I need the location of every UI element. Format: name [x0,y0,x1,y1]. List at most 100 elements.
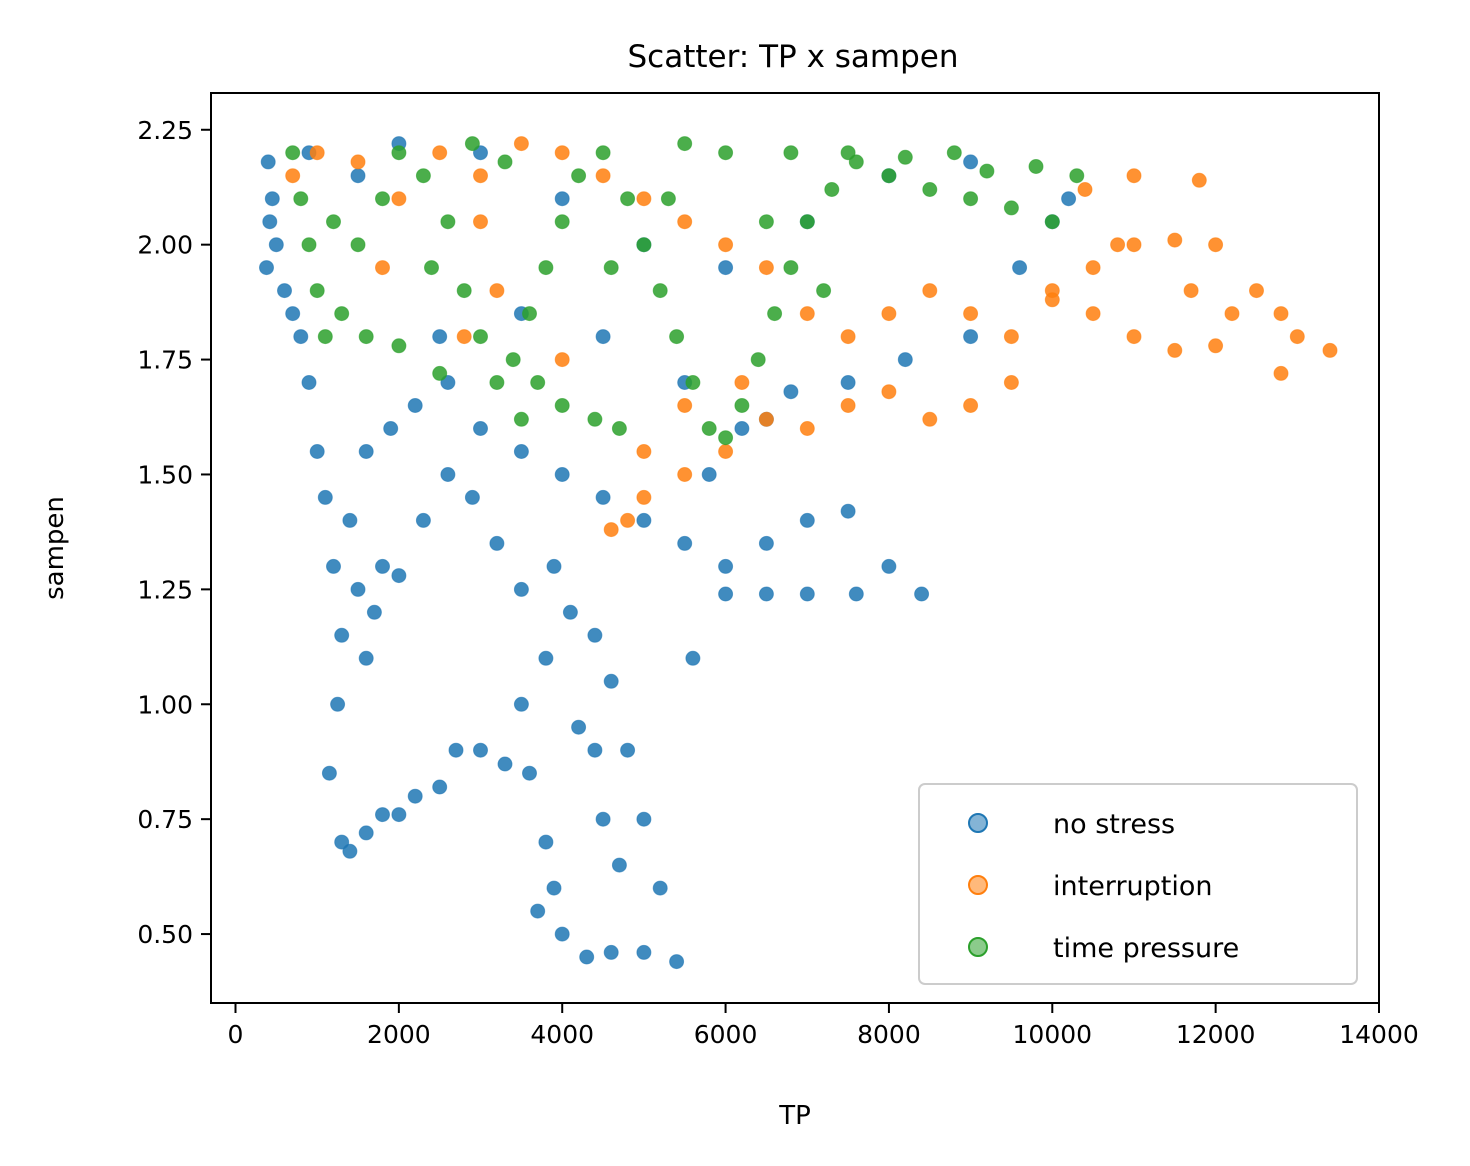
scatter-point [391,807,407,823]
scatter-point [669,954,685,970]
scatter-point [595,489,611,505]
scatter-point [1044,292,1060,308]
scatter-point [546,880,562,896]
scatter-point [268,237,284,253]
scatter-point [718,145,734,161]
scatter-point [1069,168,1085,184]
scatter-point [799,214,815,230]
scatter-point [1183,283,1199,299]
scatter-point [456,329,472,345]
scatter-point [652,283,668,299]
scatter-point [783,384,799,400]
y-axis-title: sampen [40,496,70,600]
scatter-point [677,398,693,413]
legend-marker [968,875,988,895]
scatter-point [554,145,570,161]
scatter-point [1126,168,1142,184]
scatter-point [473,329,488,345]
scatter-point [922,283,938,299]
scatter-point [1322,342,1338,358]
scatter-point [317,329,333,345]
scatter-point [554,352,570,368]
scatter-point [326,558,341,574]
scatter-point [595,811,611,827]
scatter-point [636,811,652,827]
scatter-point [293,329,309,345]
plot-area-frame [210,92,1380,1004]
scatter-point [554,398,570,413]
x-axis-title: TP [778,1101,811,1131]
scatter-point [285,306,301,322]
scatter-point [1208,338,1224,354]
x-tick-label: 8000 [857,1020,921,1049]
scatter-point [1126,329,1142,345]
scatter-point [1003,375,1019,390]
scatter-point [734,375,750,390]
scatter-point [718,430,734,446]
scatter-point [718,444,734,459]
scatter-point [1061,191,1077,207]
scatter-point [391,568,407,584]
scatter-point [1126,237,1142,253]
scatter-point [321,765,337,781]
scatter-point [881,168,897,184]
scatter-point [824,182,840,197]
scatter-point [571,168,587,184]
legend-label: interruption [1053,871,1213,902]
scatter-point [799,586,815,602]
scatter-point [326,214,341,230]
scatter-point [595,329,611,345]
scatter-point [407,398,423,413]
legend-box [918,783,1358,985]
scatter-point [897,149,913,165]
scatter-point [350,168,366,184]
scatter-point [334,627,350,643]
scatter-point [285,168,301,184]
scatter-point [963,191,979,207]
scatter-point [881,384,897,400]
scatter-point [1208,237,1224,253]
scatter-point [473,421,488,436]
scatter-point [456,283,472,299]
scatter-point [538,650,554,666]
scatter-point [603,260,619,276]
scatter-point [677,467,693,482]
scatter-point [1224,306,1240,322]
scatter-point [358,444,374,459]
scatter-point [571,719,587,735]
scatter-point [595,168,611,184]
scatter-point [799,306,815,322]
scatter-point [620,191,636,207]
scatter-point [603,673,619,689]
scatter-point [897,352,913,368]
scatter-point [750,352,766,368]
scatter-point [538,260,554,276]
scatter-point [277,283,292,299]
scatter-point [636,512,652,528]
scatter-point [432,365,448,381]
x-tick-label: 0 [228,1020,244,1049]
scatter-point [530,903,546,919]
scatter-point [350,581,366,597]
scatter-point [611,857,627,873]
scatter-point [432,329,448,345]
scatter-point [611,421,627,436]
series-interruption [285,136,1338,538]
scatter-point [562,604,578,620]
scatter-point [1289,329,1305,345]
x-tick-label: 2000 [367,1020,431,1049]
scatter-point [840,145,856,161]
scatter-point [636,944,652,960]
scatter-point [767,306,783,322]
scatter-point [383,421,399,436]
legend-marker [968,937,988,957]
scatter-point [1249,283,1264,299]
scatter-point [758,586,774,602]
scatter-point [554,467,570,482]
scatter-point [522,765,537,781]
scatter-point [587,627,603,643]
scatter-point [317,489,333,505]
scatter-point [718,586,734,602]
scatter-point [669,329,685,345]
